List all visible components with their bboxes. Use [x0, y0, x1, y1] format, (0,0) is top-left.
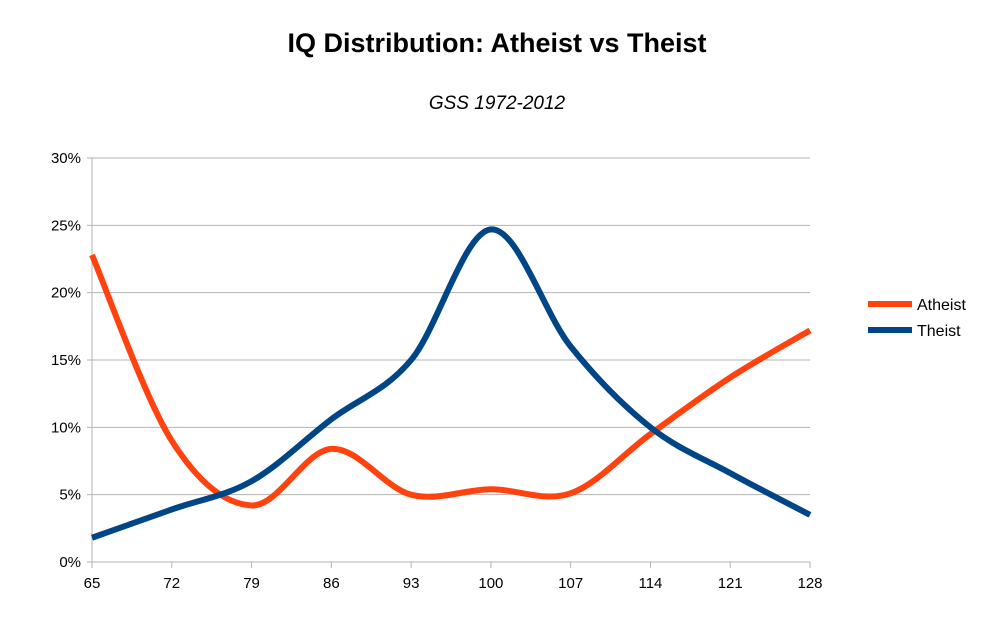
x-tick-label: 65	[84, 575, 101, 592]
x-tick-label: 128	[797, 575, 822, 592]
chart-title: IQ Distribution: Atheist vs Theist	[287, 28, 707, 58]
x-tick-label: 86	[323, 575, 340, 592]
x-tick-label: 107	[558, 575, 583, 592]
x-tick-label: 114	[638, 575, 662, 592]
gridlines	[92, 157, 810, 496]
x-tick-label: 93	[403, 575, 420, 592]
chart-subtitle: GSS 1972-2012	[428, 93, 566, 114]
x-tick-label: 121	[718, 575, 743, 592]
y-tick-label: 30%	[51, 150, 81, 167]
legend: Atheist Theist	[868, 297, 966, 340]
legend-label-atheist: Atheist	[917, 297, 966, 314]
y-tick-label: 10%	[51, 419, 81, 436]
axes: 0% 5% 10% 15% 20% 25% 30% 65 72 79 86 93 100 107 114 12…	[51, 150, 823, 592]
x-tick-label: 72	[163, 575, 180, 592]
legend-label-theist: Theist	[917, 323, 961, 340]
y-tick-label: 25%	[51, 217, 81, 234]
series-line-atheist	[89, 253, 812, 509]
y-tick-label: 20%	[51, 285, 81, 302]
y-tick-label: 0%	[59, 554, 81, 571]
series-lines	[89, 226, 812, 541]
series-line-theist	[90, 226, 812, 541]
x-tick-label: 79	[243, 575, 260, 592]
y-tick-label: 5%	[59, 487, 81, 504]
y-tick-label: 15%	[51, 352, 81, 369]
x-tick-label: 100	[478, 575, 503, 592]
